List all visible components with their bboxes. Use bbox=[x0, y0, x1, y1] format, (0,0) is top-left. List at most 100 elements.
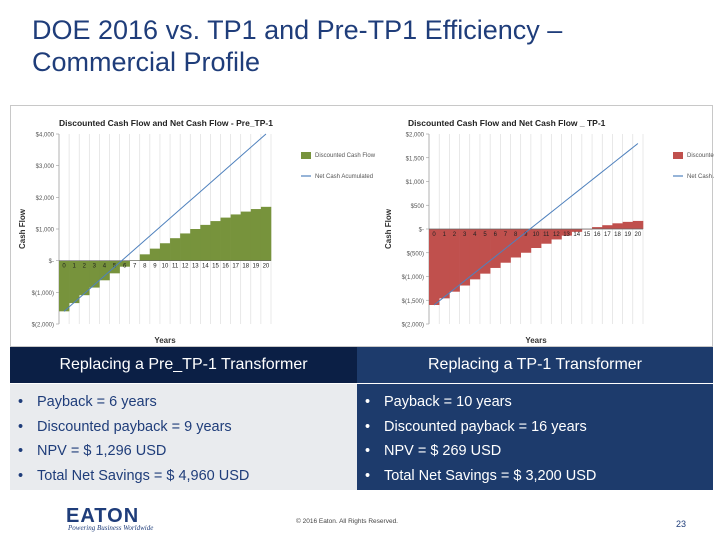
xtick-label-1-1: 1 bbox=[443, 232, 447, 238]
xtick-label-1-6: 6 bbox=[494, 232, 498, 238]
bar-0-6 bbox=[119, 260, 130, 267]
bar-0-8 bbox=[139, 254, 151, 261]
bar-0-12 bbox=[180, 233, 191, 261]
xtick-label-0-18: 18 bbox=[242, 264, 249, 270]
bullet-payback-right: Payback = 10 years bbox=[357, 390, 713, 415]
xtick-label-1-8: 8 bbox=[514, 232, 518, 238]
xtick-label-1-20: 20 bbox=[635, 232, 642, 238]
xtick-label-1-10: 10 bbox=[533, 232, 540, 238]
legend-label-ncf-1: Net Cash Acumulated bbox=[687, 174, 714, 180]
xtick-label-1-5: 5 bbox=[483, 232, 487, 238]
xtick-label-0-7: 7 bbox=[133, 264, 137, 270]
bar-0-3 bbox=[89, 260, 100, 288]
ylabel-0: Cash Flow bbox=[18, 208, 27, 249]
legend-label-dcf-1: Discounted Cash Flow bbox=[687, 153, 714, 159]
xtick-label-0-8: 8 bbox=[143, 264, 147, 270]
bar-0-16 bbox=[220, 217, 231, 261]
ytick-label-1-6: $1,000 bbox=[406, 180, 425, 186]
bullet-npv-right: NPV = $ 269 USD bbox=[357, 439, 713, 464]
xtick-label-0-10: 10 bbox=[162, 264, 169, 270]
bar-0-14 bbox=[200, 224, 211, 261]
xtick-label-1-16: 16 bbox=[594, 232, 601, 238]
bullets-left: Payback = 6 years Discounted payback = 9… bbox=[10, 384, 357, 490]
bullets-right: Payback = 10 years Discounted payback = … bbox=[357, 384, 713, 490]
xlabel-1: Years bbox=[525, 336, 547, 345]
legend-label-ncf-0: Net Cash Acumulated bbox=[315, 174, 373, 180]
chart-title-1: Discounted Cash Flow and Net Cash Flow _… bbox=[408, 118, 606, 128]
legend-swatch-dcf-0 bbox=[301, 152, 311, 159]
chart-pre-tp1: Discounted Cash Flow and Net Cash Flow -… bbox=[18, 118, 376, 345]
bar-1-7 bbox=[500, 229, 511, 263]
bar-1-17 bbox=[602, 225, 613, 229]
xtick-label-1-18: 18 bbox=[614, 232, 621, 238]
xtick-label-1-14: 14 bbox=[573, 232, 580, 238]
xtick-label-0-19: 19 bbox=[253, 264, 260, 270]
xtick-label-1-17: 17 bbox=[604, 232, 611, 238]
eaton-logo: EATON bbox=[66, 505, 139, 525]
ytick-label-1-3: $(500) bbox=[407, 251, 424, 257]
xlabel-0: Years bbox=[154, 336, 176, 345]
ytick-label-0-5: $3,000 bbox=[36, 164, 55, 170]
xtick-label-1-13: 13 bbox=[563, 232, 570, 238]
bar-0-13 bbox=[190, 229, 201, 261]
chart-tp1: Discounted Cash Flow and Net Cash Flow _… bbox=[384, 118, 714, 345]
bar-0-0 bbox=[59, 260, 70, 312]
bar-0-11 bbox=[170, 238, 181, 261]
bar-0-2 bbox=[79, 260, 90, 296]
xtick-label-0-9: 9 bbox=[153, 264, 157, 270]
ytick-label-1-0: $(2,000) bbox=[402, 323, 424, 329]
xtick-label-0-2: 2 bbox=[83, 264, 87, 270]
chart-title-0: Discounted Cash Flow and Net Cash Flow -… bbox=[59, 118, 273, 128]
xtick-label-0-13: 13 bbox=[192, 264, 199, 270]
bar-1-0 bbox=[429, 229, 440, 305]
bar-1-1 bbox=[439, 229, 450, 299]
xtick-label-0-20: 20 bbox=[263, 264, 270, 270]
xtick-label-1-11: 11 bbox=[543, 232, 550, 238]
eaton-logo-text: EATON bbox=[66, 505, 139, 525]
bar-1-13 bbox=[561, 229, 572, 236]
charts-panel: Discounted Cash Flow and Net Cash Flow -… bbox=[10, 105, 714, 347]
ytick-label-1-5: $500 bbox=[411, 204, 425, 210]
xtick-label-1-2: 2 bbox=[453, 232, 457, 238]
xtick-label-0-1: 1 bbox=[72, 264, 76, 270]
bar-0-19 bbox=[250, 209, 262, 261]
ytick-label-0-2: $- bbox=[49, 259, 54, 265]
xtick-label-1-15: 15 bbox=[584, 232, 591, 238]
bar-0-4 bbox=[99, 260, 110, 281]
xtick-label-1-19: 19 bbox=[624, 232, 631, 238]
bar-0-10 bbox=[159, 243, 171, 261]
series-line-0 bbox=[63, 133, 267, 312]
bar-1-19 bbox=[622, 221, 634, 229]
xtick-label-1-0: 0 bbox=[432, 232, 436, 238]
xtick-label-0-3: 3 bbox=[93, 264, 97, 270]
ytick-label-1-8: $2,000 bbox=[406, 133, 425, 139]
copyright: © 2016 Eaton. All Rights Reserved. bbox=[296, 518, 398, 525]
ytick-label-1-2: $(1,000) bbox=[402, 275, 424, 281]
xtick-label-1-4: 4 bbox=[473, 232, 477, 238]
series-line-1 bbox=[433, 143, 639, 306]
ytick-label-0-6: $4,000 bbox=[36, 133, 55, 139]
xtick-label-0-16: 16 bbox=[222, 264, 229, 270]
bar-1-20 bbox=[632, 220, 644, 229]
bar-1-2 bbox=[449, 229, 460, 292]
bar-0-20 bbox=[260, 206, 272, 261]
bar-1-3 bbox=[459, 229, 471, 286]
bar-1-9 bbox=[520, 229, 532, 253]
xtick-label-0-4: 4 bbox=[103, 264, 107, 270]
xtick-label-0-15: 15 bbox=[212, 264, 219, 270]
xtick-label-0-14: 14 bbox=[202, 264, 209, 270]
bar-0-15 bbox=[210, 221, 221, 261]
ytick-label-0-3: $1,000 bbox=[36, 228, 55, 234]
xtick-label-1-12: 12 bbox=[553, 232, 560, 238]
ytick-label-0-0: $(2,000) bbox=[32, 323, 54, 329]
ylabel-1: Cash Flow bbox=[384, 208, 393, 249]
bar-0-9 bbox=[149, 248, 161, 261]
bullet-payback-left: Payback = 6 years bbox=[10, 390, 357, 415]
xtick-label-1-7: 7 bbox=[504, 232, 508, 238]
bar-1-11 bbox=[541, 229, 552, 244]
ytick-label-1-4: $- bbox=[419, 228, 424, 234]
xtick-label-0-17: 17 bbox=[232, 264, 239, 270]
bar-0-18 bbox=[240, 211, 252, 261]
bar-1-12 bbox=[551, 229, 562, 240]
bullet-savings-right: Total Net Savings = $ 3,200 USD bbox=[357, 464, 713, 489]
